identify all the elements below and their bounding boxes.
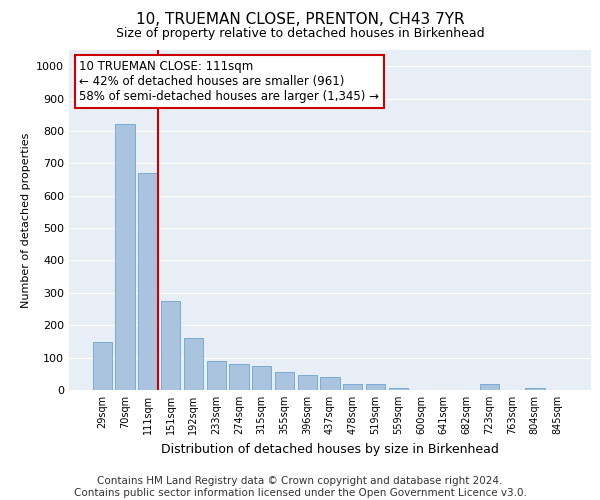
Bar (389, 388, 408, 390)
Bar (298, 376, 317, 390)
Text: 10 TRUEMAN CLOSE: 111sqm
← 42% of detached houses are smaller (961)
58% of semi-: 10 TRUEMAN CLOSE: 111sqm ← 42% of detach… (79, 60, 379, 103)
Text: 10, TRUEMAN CLOSE, PRENTON, CH43 7YR: 10, TRUEMAN CLOSE, PRENTON, CH43 7YR (136, 12, 464, 28)
Bar (184, 338, 203, 390)
Bar (138, 173, 158, 390)
Bar (206, 361, 226, 390)
Bar (525, 388, 545, 390)
Text: Size of property relative to detached houses in Birkenhead: Size of property relative to detached ho… (116, 28, 484, 40)
Bar (479, 384, 499, 390)
Bar (366, 384, 385, 390)
Text: Contains HM Land Registry data © Crown copyright and database right 2024.
Contai: Contains HM Land Registry data © Crown c… (74, 476, 526, 498)
Bar (252, 366, 271, 390)
Bar (229, 364, 248, 390)
Bar (343, 384, 362, 390)
Bar (275, 372, 294, 390)
X-axis label: Distribution of detached houses by size in Birkenhead: Distribution of detached houses by size … (161, 442, 499, 456)
Bar (320, 377, 340, 390)
Bar (161, 301, 181, 390)
Bar (93, 342, 112, 390)
Bar (115, 124, 135, 390)
Y-axis label: Number of detached properties: Number of detached properties (20, 132, 31, 308)
